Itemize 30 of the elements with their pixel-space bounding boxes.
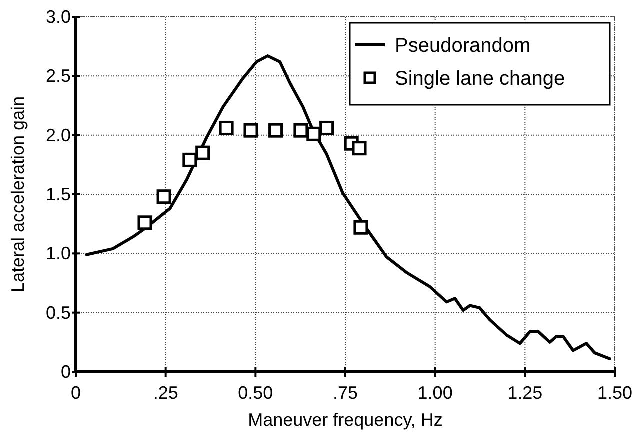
y-tick-label: 1.0 <box>46 244 71 264</box>
x-axis-title: Maneuver frequency, Hz <box>248 410 443 430</box>
y-tick-label: 0 <box>60 362 71 382</box>
y-tick-label: 2.0 <box>46 125 71 146</box>
point <box>268 123 284 138</box>
point <box>196 146 210 160</box>
point <box>182 152 198 168</box>
point <box>306 126 322 142</box>
point <box>219 120 234 136</box>
x-tick-label: .75 <box>332 383 358 403</box>
point <box>138 216 152 230</box>
y-tick-label: 0.5 <box>46 302 71 323</box>
point <box>156 190 172 204</box>
x-tick-label: 0.50 <box>238 383 274 403</box>
y-axis-title: Lateral acceleration gain <box>8 96 28 293</box>
point <box>354 220 368 235</box>
y-tick-label: 3.0 <box>46 7 71 27</box>
line-series <box>85 54 612 360</box>
point <box>294 123 308 138</box>
x-tick-label: 1.00 <box>418 383 453 403</box>
x-tick-label: 1.25 <box>508 383 543 403</box>
x-tick-label: .25 <box>153 383 178 403</box>
point <box>244 123 258 138</box>
legend-label: Single lane change <box>395 68 566 90</box>
x-tick-label: 1.50 <box>597 383 633 403</box>
point <box>320 120 334 136</box>
legend-label: Pseudorandom <box>395 35 531 57</box>
point <box>352 141 367 156</box>
y-tick-label: 2.5 <box>46 66 71 86</box>
y-tick-label: 1.5 <box>46 184 71 204</box>
